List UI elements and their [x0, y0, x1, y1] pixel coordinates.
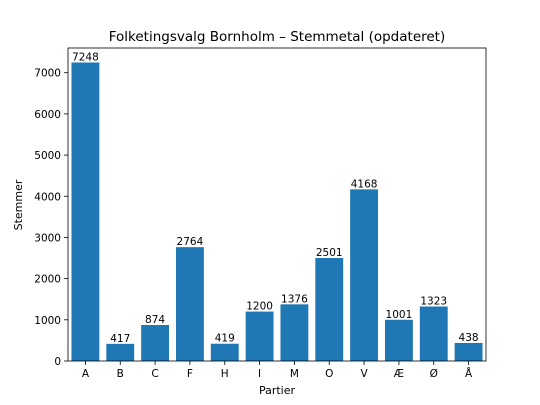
data-label-C: 874: [145, 314, 165, 326]
plot-area: 7248 A 417 B 874 C 2764 F 419 H 1200 I 1376 M 2501 O 416…: [34, 47, 487, 380]
y-tick-label-6000: 6000: [34, 109, 61, 121]
bar-H: [210, 343, 239, 361]
x-tick-label-O: O: [325, 368, 333, 380]
bar-V: [350, 189, 379, 361]
data-label-A: 7248: [72, 51, 99, 63]
data-label-V: 4168: [351, 178, 378, 190]
x-tick-label-F: F: [187, 368, 193, 380]
data-label-Ø: 1323: [420, 296, 447, 308]
data-label-Å: 438: [459, 332, 479, 344]
bar-Ø: [419, 306, 448, 361]
x-tick-label-Å: Å: [465, 367, 473, 380]
x-tick-label-I: I: [258, 368, 261, 380]
x-tick-label-V: V: [360, 368, 368, 380]
bar-I: [245, 311, 274, 361]
data-label-B: 417: [110, 333, 130, 345]
data-label-F: 2764: [177, 236, 204, 248]
x-tick-label-M: M: [290, 368, 299, 380]
bar-F: [175, 247, 204, 361]
y-tick-label-2000: 2000: [34, 274, 61, 286]
bar-Å: [454, 342, 483, 361]
y-tick-label-3000: 3000: [34, 232, 61, 244]
data-label-Æ: 1001: [386, 309, 413, 321]
x-tick-label-B: B: [117, 368, 124, 380]
y-axis-label: Stemmer: [12, 179, 25, 230]
axes-frame: [67, 47, 487, 362]
data-label-H: 419: [215, 333, 235, 345]
chart-title: Folketingsvalg Bornholm – Stemmetal (opd…: [109, 29, 446, 45]
x-tick-label-H: H: [221, 368, 229, 380]
y-tick-label-7000: 7000: [34, 68, 61, 80]
data-label-O: 2501: [316, 247, 343, 259]
y-tick-label-4000: 4000: [34, 191, 61, 203]
x-axis-label: Partier: [259, 384, 296, 397]
x-tick-label-Ø: Ø: [430, 368, 438, 380]
y-tick-label-5000: 5000: [34, 150, 61, 162]
bar-C: [141, 325, 170, 361]
bar-B: [106, 343, 135, 361]
x-tick-label-C: C: [151, 368, 158, 380]
y-tick-label-0: 0: [54, 356, 61, 368]
bar-O: [315, 257, 344, 361]
x-tick-label-A: A: [82, 368, 90, 380]
bar-Æ: [384, 319, 413, 361]
x-tick-label-Æ: Æ: [394, 368, 404, 380]
y-tick-label-1000: 1000: [34, 315, 61, 327]
bar-M: [280, 304, 309, 361]
bar-A: [71, 62, 100, 362]
data-label-I: 1200: [246, 301, 273, 313]
data-label-M: 1376: [281, 293, 308, 305]
